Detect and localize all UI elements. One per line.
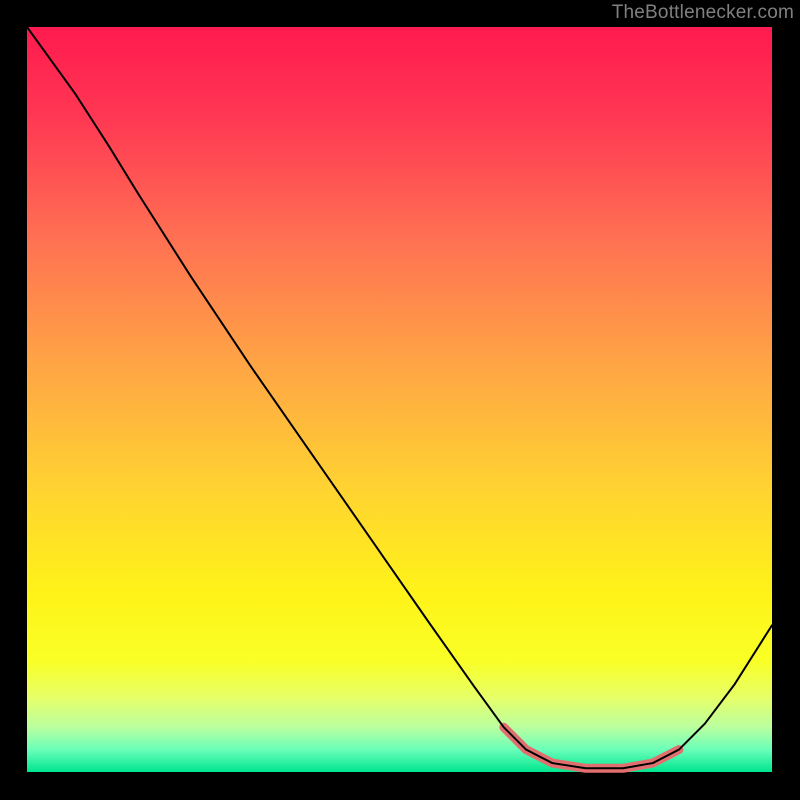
curve-layer	[27, 27, 772, 772]
plot-area	[27, 27, 772, 772]
main-curve	[27, 27, 772, 768]
attribution-label: TheBottlenecker.com	[612, 2, 794, 24]
chart-canvas: TheBottlenecker.com	[0, 0, 800, 800]
